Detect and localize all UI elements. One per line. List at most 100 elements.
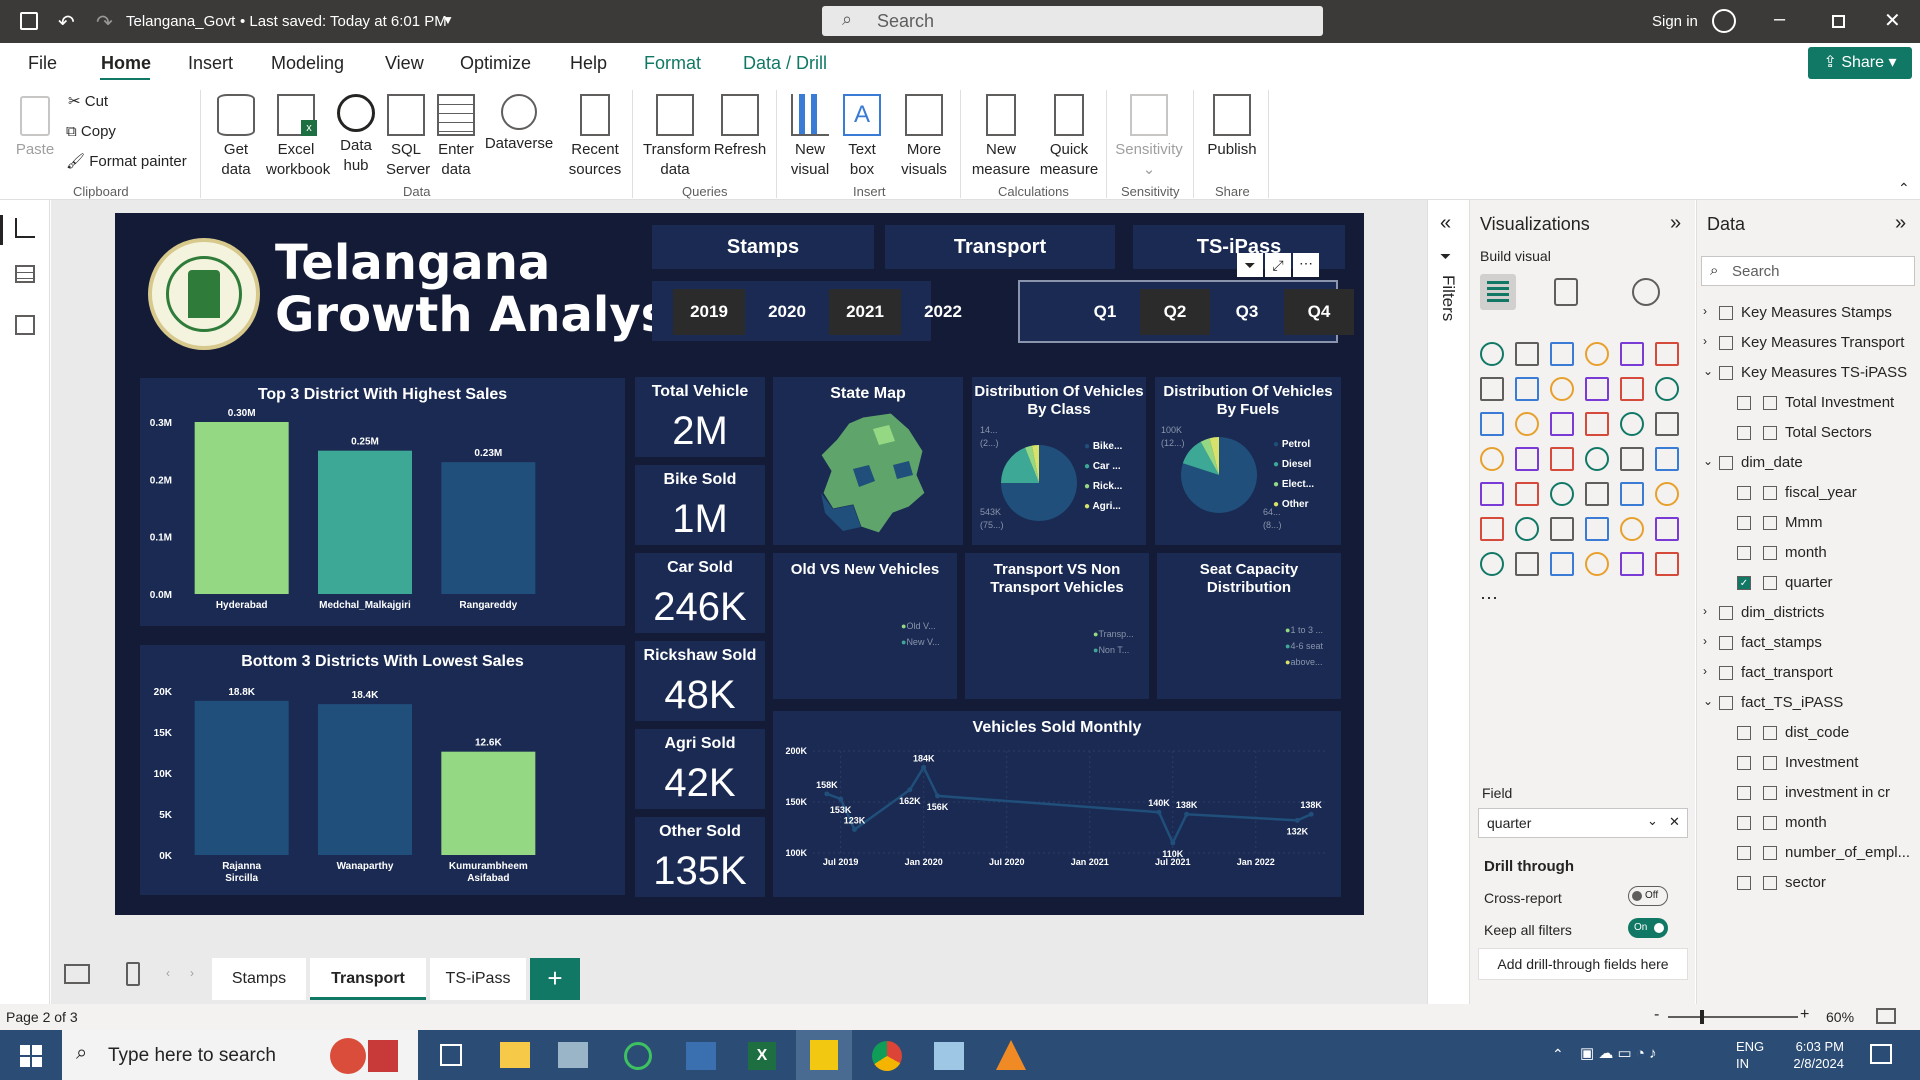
chevron-down-icon[interactable]: ⌄ [1703, 364, 1714, 378]
visual-type-icon[interactable] [1585, 412, 1609, 436]
checkbox[interactable] [1737, 846, 1751, 860]
visual-type-icon[interactable] [1515, 482, 1539, 506]
close-icon[interactable]: ✕ [1884, 10, 1901, 32]
sign-in-link[interactable]: Sign in [1652, 13, 1698, 30]
minimize-icon[interactable]: – [1774, 8, 1786, 30]
quarter-q3-button[interactable]: Q3 [1235, 302, 1259, 321]
more-visuals-button[interactable]: More visuals [894, 94, 954, 180]
visual-type-icon[interactable] [1480, 482, 1504, 506]
text-box-button[interactable]: A Text box [838, 94, 886, 180]
visual-type-icon[interactable] [1515, 447, 1539, 471]
visual-type-icon[interactable] [1655, 447, 1679, 471]
tab-modeling[interactable]: Modeling [271, 53, 345, 73]
focus-mode-icon[interactable]: ⤢ [1265, 253, 1291, 277]
visual-type-icon[interactable] [1515, 552, 1539, 576]
tab-format[interactable]: Format [644, 53, 702, 73]
get-data-button[interactable]: Get data [212, 94, 260, 180]
transform-data-button[interactable]: Transform data [640, 94, 711, 180]
app-icon[interactable] [624, 1042, 652, 1070]
visual-type-icon[interactable] [1515, 342, 1539, 366]
checkbox[interactable] [1737, 426, 1751, 440]
maximize-icon[interactable] [1832, 15, 1845, 28]
zoom-in-icon[interactable]: + [1800, 1006, 1810, 1023]
chevron-down-icon[interactable]: ⌄ [1703, 454, 1714, 468]
sql-server-button[interactable]: SQL Server [383, 94, 430, 180]
language-indicator[interactable]: ENG IN [1736, 1039, 1765, 1071]
more-visuals-icon[interactable]: ⋯ [1480, 588, 1498, 608]
new-measure-button[interactable]: New measure [970, 94, 1032, 180]
collapse-viz-icon[interactable]: » [1670, 212, 1682, 234]
analytics-tab[interactable] [1632, 278, 1660, 306]
visual-type-icon[interactable] [1480, 342, 1504, 366]
prev-page-icon[interactable]: ‹ [166, 966, 170, 980]
fit-page-icon[interactable] [1876, 1008, 1896, 1024]
search-input[interactable]: Search [877, 11, 935, 31]
mobile-layout-icon[interactable] [126, 962, 140, 986]
chevron-right-icon[interactable]: › [1703, 304, 1707, 318]
visual-type-icon[interactable] [1585, 447, 1609, 471]
task-view-icon[interactable] [440, 1044, 462, 1066]
data-hub-button[interactable]: Data hub [333, 94, 379, 176]
chrome-icon[interactable] [872, 1041, 902, 1071]
visual-type-icon[interactable] [1550, 517, 1574, 541]
chevron-right-icon[interactable]: › [1703, 604, 1707, 618]
checkbox[interactable] [1737, 876, 1751, 890]
visual-type-icon[interactable] [1655, 342, 1679, 366]
visual-type-icon[interactable] [1550, 342, 1574, 366]
more-options-icon[interactable]: ⋯ [1293, 253, 1319, 277]
copy-button[interactable]: ⧉ Copy [66, 123, 116, 140]
page-tab-transport[interactable]: Transport [310, 958, 426, 1000]
undo-icon[interactable]: ↶ [58, 12, 75, 34]
app-icon[interactable] [934, 1042, 964, 1070]
page-tab-tsipass[interactable]: TS-iPass [430, 958, 526, 1000]
chevron-down-icon[interactable]: ▼ [442, 13, 454, 27]
format-painter-button[interactable]: 🖌 Format painter [66, 153, 187, 170]
cross-report-toggle[interactable]: Off [1628, 886, 1668, 906]
visual-type-icon[interactable] [1480, 412, 1504, 436]
taskbar-search[interactable]: ⌕ Type here to search [62, 1030, 418, 1080]
zoom-slider[interactable] [1668, 1010, 1798, 1024]
data-search-input[interactable]: ⌕ Search [1701, 256, 1915, 286]
chevron-down-icon[interactable]: ⌄ [1647, 813, 1658, 828]
checkbox[interactable] [1737, 486, 1751, 500]
visual-type-icon[interactable] [1620, 412, 1644, 436]
visual-type-icon[interactable] [1655, 377, 1679, 401]
paste-button[interactable]: Paste [14, 96, 56, 160]
refresh-button[interactable]: Refresh [712, 94, 768, 160]
visual-type-icon[interactable] [1585, 377, 1609, 401]
sensitivity-button[interactable]: Sensitivity ⌄ [1112, 94, 1186, 180]
visual-type-icon[interactable] [1550, 412, 1574, 436]
visual-type-icon[interactable] [1480, 517, 1504, 541]
table-view-icon[interactable] [15, 265, 35, 283]
checkbox[interactable] [1737, 726, 1751, 740]
desktop-layout-icon[interactable] [64, 964, 90, 984]
year-2022-button[interactable]: 2022 [924, 302, 962, 321]
tab-optimize[interactable]: Optimize [460, 53, 532, 73]
checkbox[interactable]: ✓ [1737, 576, 1751, 590]
build-visual-tab[interactable] [1480, 274, 1516, 310]
tab-view[interactable]: View [385, 53, 424, 73]
add-drill-fields[interactable]: Add drill-through fields here [1478, 948, 1688, 980]
collapse-ribbon-icon[interactable]: ⌃ [1898, 180, 1910, 196]
visual-type-icon[interactable] [1620, 342, 1644, 366]
visual-type-icon[interactable] [1480, 552, 1504, 576]
visual-type-icon[interactable] [1655, 552, 1679, 576]
publish-button[interactable]: Publish [1200, 94, 1264, 160]
chevron-right-icon[interactable]: › [1703, 634, 1707, 648]
visual-type-icon[interactable] [1585, 482, 1609, 506]
page-tab-stamps[interactable]: Stamps [212, 958, 306, 1000]
add-page-button[interactable]: + [530, 958, 580, 1000]
model-view-icon[interactable] [15, 315, 35, 335]
visual-type-icon[interactable] [1655, 517, 1679, 541]
quarter-q2-button[interactable]: Q2 [1140, 289, 1210, 335]
nav-stamps-button[interactable]: Stamps [652, 225, 874, 269]
chevron-down-icon[interactable]: ⌄ [1703, 694, 1714, 708]
visual-type-icon[interactable] [1515, 517, 1539, 541]
tab-home[interactable]: Home [101, 53, 152, 73]
clock[interactable]: 6:03 PM 2/8/2024 [1793, 1039, 1844, 1071]
format-visual-tab[interactable] [1554, 278, 1578, 306]
tab-file[interactable]: File [28, 53, 58, 73]
visual-type-icon[interactable] [1480, 447, 1504, 471]
next-page-icon[interactable]: › [190, 966, 194, 980]
notifications-icon[interactable] [1870, 1044, 1892, 1064]
